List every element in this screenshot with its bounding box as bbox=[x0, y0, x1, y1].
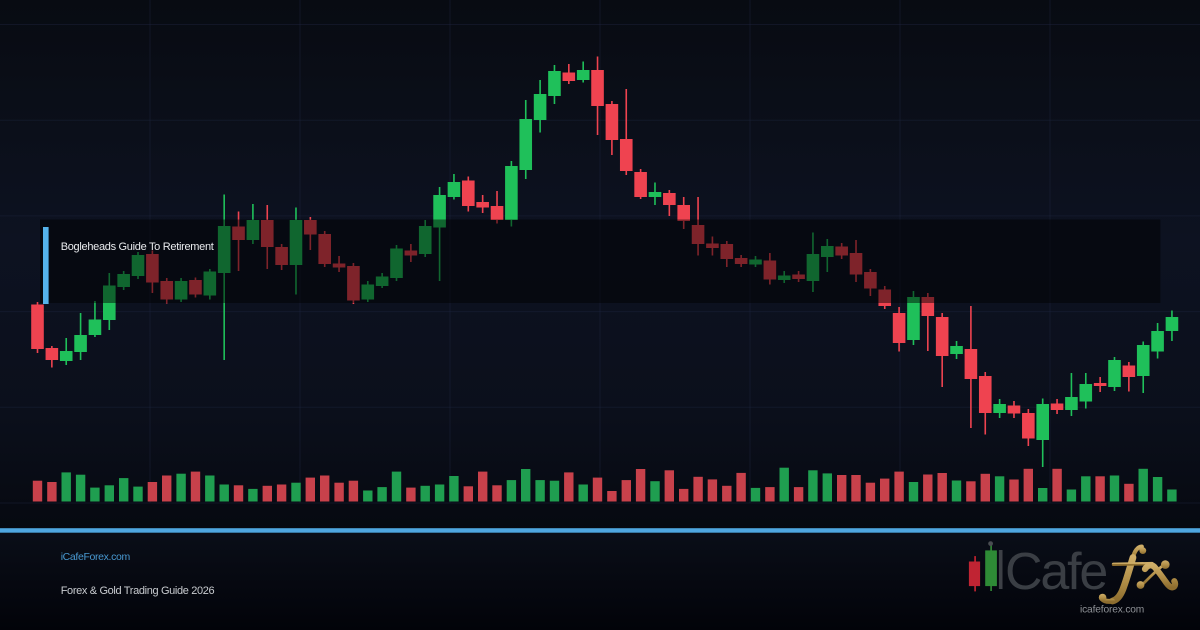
svg-text:Cafe: Cafe bbox=[1005, 543, 1106, 601]
svg-text:Bogleheads Guide To Retirement: Bogleheads Guide To Retirement bbox=[61, 241, 214, 253]
svg-text:Forex & Gold Trading Guide 202: Forex & Gold Trading Guide 2026 bbox=[61, 585, 215, 597]
svg-text:icafeforex.com: icafeforex.com bbox=[1080, 605, 1144, 616]
svg-text:iCafeForex.com: iCafeForex.com bbox=[61, 551, 131, 563]
